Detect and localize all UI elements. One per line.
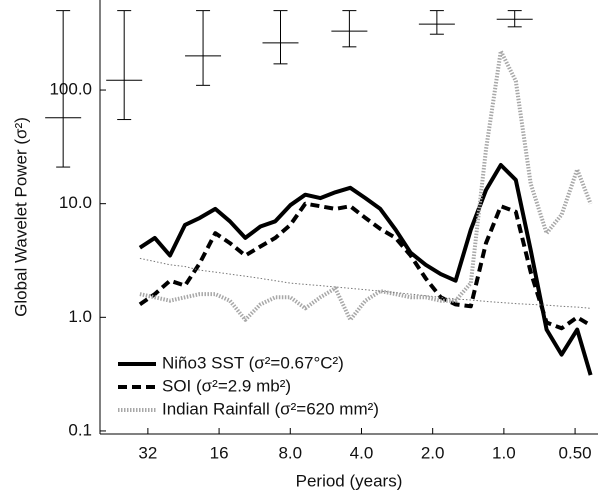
x-tick-label: 2.0: [421, 443, 445, 462]
x-tick-label: 4.0: [350, 443, 374, 462]
y-tick-label: 100.0: [49, 80, 92, 99]
legend-label: SOI (σ²=2.9 mb²): [162, 376, 291, 395]
y-tick-label: 1.0: [68, 307, 92, 326]
series-line: [138, 163, 593, 376]
x-tick-label: 1.0: [492, 443, 516, 462]
series-line: [139, 49, 593, 322]
x-tick-label: 16: [210, 443, 229, 462]
y-tick-label: 10.0: [59, 193, 92, 212]
y-axis-label: Global Wavelet Power (σ²): [11, 117, 30, 317]
legend-label: Indian Rainfall (σ²=620 mm²): [162, 399, 379, 418]
series-line: [139, 257, 591, 309]
x-tick-label: 8.0: [278, 443, 302, 462]
x-axis-label: Period (years): [296, 471, 403, 490]
x-tick-label: 0.50: [559, 443, 592, 462]
y-tick-label: 0.1: [68, 420, 92, 439]
legend-label: Niño3 SST (σ²=0.67°C²): [162, 353, 344, 372]
x-tick-label: 32: [138, 443, 157, 462]
series-line: [138, 201, 592, 331]
